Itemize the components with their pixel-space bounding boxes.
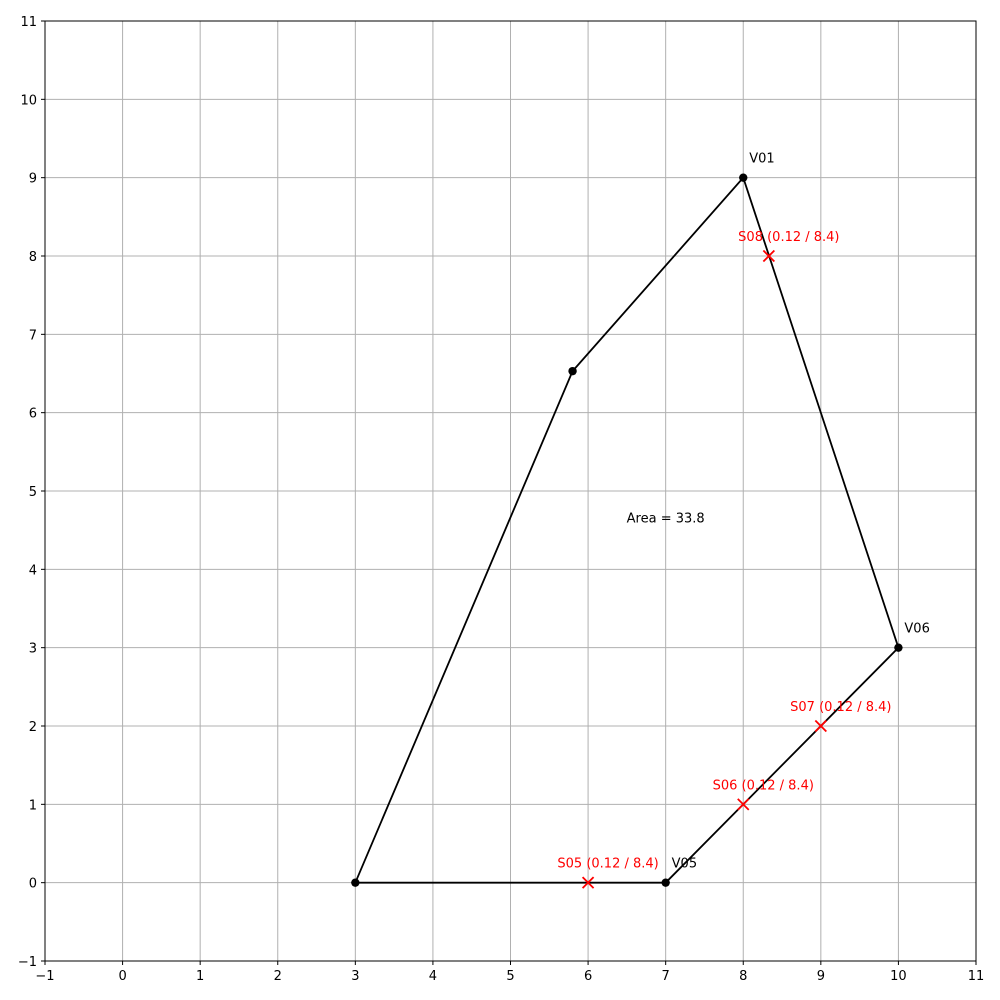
x-tick-label: 7 [662,969,670,984]
sample-label: S06 (0.12 / 8.4) [713,778,814,793]
axis-ticks: −1 0 1 2 3 4 5 6 7 8 9 10 11 −1 0 1 2 3 4 5 6 7 8 9 10 11 [18,15,984,984]
polygon: V05 V06 V01 [351,152,930,887]
y-tick-label: 0 [29,877,37,892]
sample-marker-stroke [737,798,750,811]
vertex-point [894,643,903,652]
sample-marker-stroke [581,876,595,889]
sample-marker [737,798,750,811]
x-tick-label: 1 [196,969,204,984]
vertex-point [739,173,748,182]
y-tick-label: 4 [29,563,37,578]
x-tick-label: −1 [35,969,54,984]
vertex-point [661,878,670,887]
vertex-label: V06 [904,622,929,637]
vertex-point [351,878,360,887]
y-tick-label: 7 [29,328,37,343]
x-tick-label: 11 [968,969,985,984]
x-tick-label: 8 [739,969,747,984]
vertex-point [568,366,577,376]
sample-marker [762,249,775,263]
y-tick-label: 10 [20,93,37,108]
y-tick-label: 9 [29,172,37,187]
y-tick-label: −1 [18,955,37,970]
vertex-label: V05 [672,857,697,872]
y-tick-label: 5 [29,485,37,500]
sample-points: S05 (0.12 / 8.4) S06 (0.12 / 8.4) S07 (0.1… [557,230,892,889]
y-tick-label: 6 [29,407,37,422]
vertex-label: V01 [749,152,774,167]
x-tick-label: 3 [351,969,359,984]
y-tick-label: 11 [20,15,37,30]
x-tick-label: 9 [817,969,825,984]
y-tick-label: 2 [29,720,37,735]
x-tick-label: 10 [890,969,907,984]
x-tick-label: 6 [584,969,592,984]
x-tick-label: 5 [506,969,514,984]
sample-label: S07 (0.12 / 8.4) [790,700,891,715]
grid [44,20,977,962]
y-tick-label: 3 [29,642,37,657]
sample-marker [581,876,595,889]
sample-marker [814,719,827,733]
sample-label: S05 (0.12 / 8.4) [557,857,658,872]
y-tick-label: 8 [29,250,37,265]
annotations: Area = 33.8 [627,511,705,526]
x-tick-label: 4 [429,969,437,984]
sample-marker-stroke [814,719,827,733]
x-tick-label: 0 [118,969,126,984]
y-tick-label: 1 [29,798,37,813]
sample-label: S08 (0.12 / 8.4) [738,230,839,245]
polygon-outline [353,175,900,884]
area-annotation: Area = 33.8 [627,511,705,526]
sample-marker-stroke [762,249,775,263]
x-tick-label: 2 [274,969,282,984]
